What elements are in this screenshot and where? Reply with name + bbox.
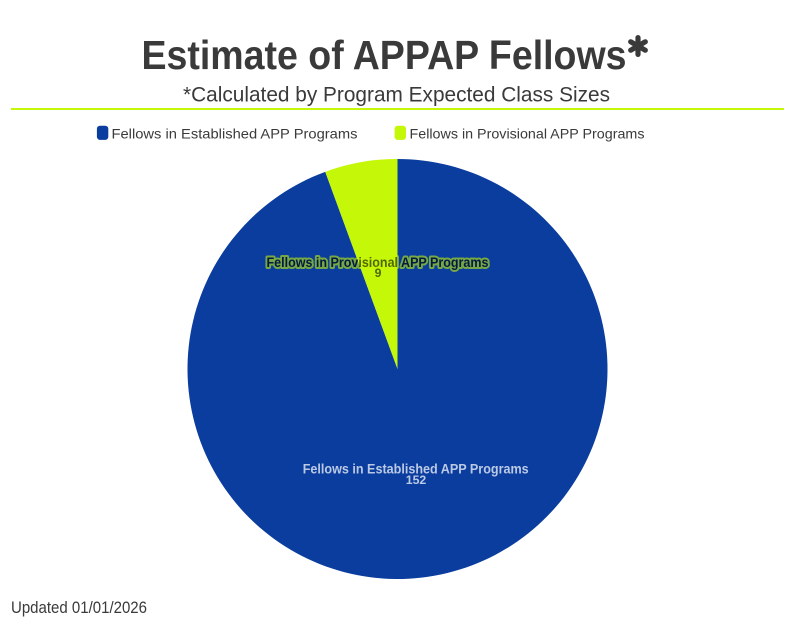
svg-text:Fellows in Established APP Pro: Fellows in Established APP Programs: [303, 462, 529, 477]
svg-text:152: 152: [406, 473, 427, 487]
svg-text:Fellows in Provisional APP Pro: Fellows in Provisional APP Programs: [410, 126, 645, 142]
svg-text:Estimate of APPAP Fellows: Estimate of APPAP Fellows: [142, 32, 627, 78]
svg-text:Fellows in Established APP Pro: Fellows in Established APP Programs: [112, 126, 358, 142]
svg-text:*Calculated by Program Expecte: *Calculated by Program Expected Class Si…: [183, 84, 610, 107]
svg-text:9: 9: [375, 266, 382, 280]
svg-text:Updated 01/01/2026: Updated 01/01/2026: [11, 599, 147, 617]
svg-text:Fellows in Provisional APP Pro: Fellows in Provisional APP Programs: [267, 255, 489, 270]
